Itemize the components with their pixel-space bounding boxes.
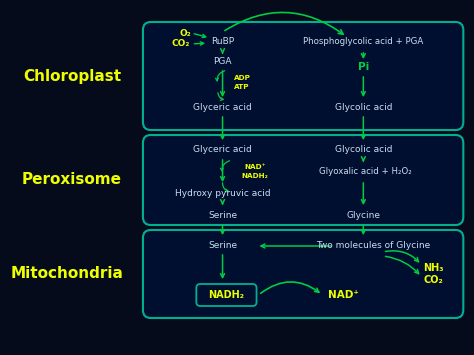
Text: Peroxisome: Peroxisome — [22, 173, 122, 187]
FancyBboxPatch shape — [143, 230, 463, 318]
Text: Glyoxalic acid + H₂O₂: Glyoxalic acid + H₂O₂ — [319, 168, 411, 176]
Text: CO₂: CO₂ — [423, 275, 443, 285]
Text: Glycine: Glycine — [346, 211, 380, 219]
Text: NH₃: NH₃ — [423, 263, 444, 273]
Text: Pi: Pi — [358, 62, 369, 72]
Text: Glyceric acid: Glyceric acid — [193, 146, 252, 154]
FancyBboxPatch shape — [196, 284, 256, 306]
Text: Hydroxy pyruvic acid: Hydroxy pyruvic acid — [175, 189, 270, 197]
FancyBboxPatch shape — [143, 22, 463, 130]
Text: Glycolic acid: Glycolic acid — [335, 103, 392, 111]
Text: NAD⁺: NAD⁺ — [328, 290, 359, 300]
Text: Glycolic acid: Glycolic acid — [335, 146, 392, 154]
Text: Phosphoglycolic acid + PGA: Phosphoglycolic acid + PGA — [303, 38, 423, 47]
Text: Chloroplast: Chloroplast — [23, 69, 121, 83]
Text: Serine: Serine — [208, 211, 237, 219]
Text: CO₂: CO₂ — [172, 38, 190, 48]
Text: ADP: ADP — [234, 75, 250, 81]
Text: NADH₂: NADH₂ — [209, 290, 245, 300]
Text: Two molecules of Glycine: Two molecules of Glycine — [316, 241, 430, 251]
Text: Glyceric acid: Glyceric acid — [193, 103, 252, 111]
Text: NAD⁺: NAD⁺ — [244, 164, 265, 170]
Text: RuBP: RuBP — [211, 38, 234, 47]
Text: Mitochondria: Mitochondria — [11, 267, 124, 282]
Text: NADH₂: NADH₂ — [241, 173, 268, 179]
Text: O₂: O₂ — [180, 28, 191, 38]
Text: PGA: PGA — [213, 58, 232, 66]
Text: ATP: ATP — [234, 84, 250, 90]
Text: Serine: Serine — [208, 241, 237, 251]
FancyBboxPatch shape — [143, 135, 463, 225]
